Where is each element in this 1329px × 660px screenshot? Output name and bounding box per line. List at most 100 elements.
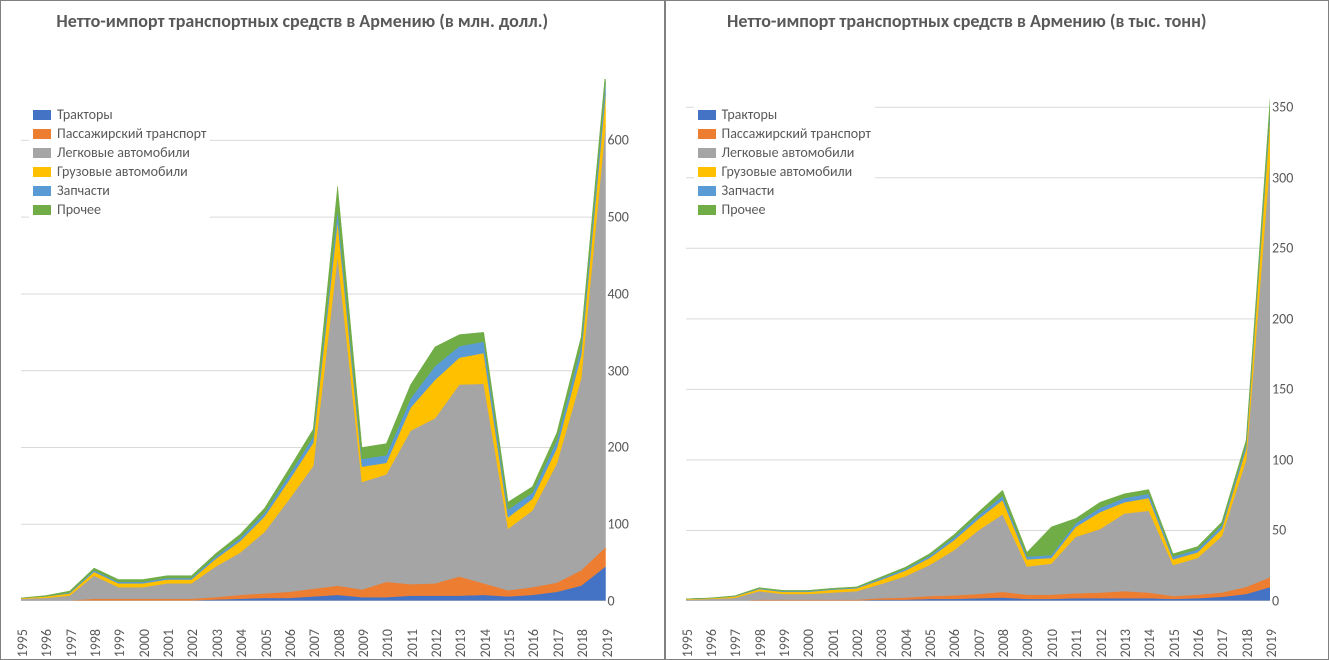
- x-tick-label: 2019: [599, 629, 616, 657]
- x-tick-label: 1998: [752, 629, 769, 657]
- y-tick-label: 0: [1272, 593, 1279, 610]
- x-tick-label: 2004: [898, 629, 915, 657]
- x-tick-label: 2014: [477, 629, 494, 657]
- legend-item-cars: Легковые автомобили: [698, 143, 871, 162]
- legend-label: Легковые автомобили: [722, 144, 855, 161]
- x-tick-label: 2001: [160, 629, 177, 657]
- legend-label: Запчасти: [722, 182, 775, 199]
- x-tick-label: 2006: [946, 629, 963, 657]
- x-tick-label: 2018: [574, 629, 591, 657]
- legend-label: Грузовые автомобили: [57, 163, 188, 180]
- legend-swatch-icon: [33, 167, 51, 177]
- y-tick-label: 250: [1272, 240, 1293, 257]
- x-tick-label: 2002: [184, 629, 201, 657]
- legend-label: Запчасти: [57, 182, 110, 199]
- x-tick-label: 1998: [87, 629, 104, 657]
- legend-label: Пассажирский транспорт: [722, 125, 871, 142]
- x-tick-label: 2005: [922, 629, 939, 657]
- x-tick-label: 2006: [282, 629, 299, 657]
- legend-tons: Тракторы Пассажирский транспорт Легковые а…: [694, 103, 875, 221]
- legend-item-passenger: Пассажирский транспорт: [698, 124, 871, 143]
- x-tick-label: 2015: [501, 629, 518, 657]
- legend-swatch-icon: [33, 205, 51, 215]
- legend-label: Тракторы: [722, 106, 778, 123]
- legend-swatch-icon: [698, 110, 716, 120]
- x-tick-label: 1995: [679, 629, 696, 657]
- legend-item-tractors: Тракторы: [33, 105, 206, 124]
- y-tick-label: 50: [1272, 522, 1286, 539]
- legend-swatch-icon: [698, 186, 716, 196]
- y-tick-label: 600: [608, 132, 629, 149]
- x-tick-label: 2018: [1239, 629, 1256, 657]
- chart-panel-usd: Нетто-импорт транспортных средств в Арме…: [0, 0, 665, 660]
- x-tick-label: 2017: [1214, 629, 1231, 657]
- legend-swatch-icon: [698, 148, 716, 158]
- x-tick-label: 2002: [849, 629, 866, 657]
- chart-title: Нетто-импорт транспортных средств в Арме…: [1, 11, 604, 33]
- legend-swatch-icon: [698, 129, 716, 139]
- legend-swatch-icon: [33, 186, 51, 196]
- legend-label: Грузовые автомобили: [722, 163, 853, 180]
- x-tick-label: 2001: [825, 629, 842, 657]
- legend-label: Пассажирский транспорт: [57, 125, 206, 142]
- legend-label: Прочее: [722, 201, 766, 218]
- x-tick-label: 1995: [14, 629, 31, 657]
- legend-item-parts: Запчасти: [698, 181, 871, 200]
- legend-label: Легковые автомобили: [57, 144, 190, 161]
- legend-item-other: Прочее: [33, 200, 206, 219]
- y-tick-label: 200: [1272, 310, 1293, 327]
- x-axis-usd: 1995199619971998199920002001200220032004…: [21, 603, 606, 657]
- x-tick-label: 2009: [355, 629, 372, 657]
- x-tick-label: 2008: [995, 629, 1012, 657]
- y-tick-label: 300: [1272, 169, 1293, 186]
- x-tick-label: 2010: [1044, 629, 1061, 657]
- y-axis-usd: 0100200300400500600: [608, 79, 656, 601]
- y-tick-label: 350: [1272, 99, 1293, 116]
- y-tick-label: 400: [608, 285, 629, 302]
- legend-swatch-icon: [33, 110, 51, 120]
- legend-item-trucks: Грузовые автомобили: [698, 162, 871, 181]
- x-tick-label: 2004: [233, 629, 250, 657]
- legend-item-trucks: Грузовые автомобили: [33, 162, 206, 181]
- x-tick-label: 2010: [379, 629, 396, 657]
- x-tick-label: 2012: [428, 629, 445, 657]
- x-tick-label: 2005: [258, 629, 275, 657]
- x-tick-label: 1999: [776, 629, 793, 657]
- x-tick-label: 1996: [38, 629, 55, 657]
- legend-swatch-icon: [698, 205, 716, 215]
- y-tick-label: 500: [608, 209, 629, 226]
- x-tick-label: 2017: [550, 629, 567, 657]
- x-tick-label: 2011: [1068, 629, 1085, 657]
- legend-swatch-icon: [33, 148, 51, 158]
- x-tick-label: 2013: [1117, 629, 1134, 657]
- x-tick-label: 2016: [525, 629, 542, 657]
- x-tick-label: 2003: [873, 629, 890, 657]
- x-tick-label: 2015: [1166, 629, 1183, 657]
- legend-item-cars: Легковые автомобили: [33, 143, 206, 162]
- y-tick-label: 100: [608, 516, 629, 533]
- legend-label: Тракторы: [57, 106, 113, 123]
- x-tick-label: 1996: [703, 629, 720, 657]
- x-tick-label: 2011: [404, 629, 421, 657]
- x-tick-label: 2009: [1019, 629, 1036, 657]
- x-tick-label: 2000: [800, 629, 817, 657]
- y-tick-label: 100: [1272, 451, 1293, 468]
- legend-item-parts: Запчасти: [33, 181, 206, 200]
- y-tick-label: 0: [608, 593, 615, 610]
- legend-swatch-icon: [698, 167, 716, 177]
- x-tick-label: 2014: [1141, 629, 1158, 657]
- x-tick-label: 2019: [1263, 629, 1280, 657]
- legend-item-other: Прочее: [698, 200, 871, 219]
- x-tick-label: 2007: [971, 629, 988, 657]
- legend-item-tractors: Тракторы: [698, 105, 871, 124]
- x-tick-label: 2008: [331, 629, 348, 657]
- x-tick-label: 2012: [1093, 629, 1110, 657]
- legend-label: Прочее: [57, 201, 101, 218]
- x-tick-label: 2003: [209, 629, 226, 657]
- x-tick-label: 2000: [136, 629, 153, 657]
- chart-panel-tons: Нетто-импорт транспортных средств в Арме…: [665, 0, 1329, 660]
- legend-usd: Тракторы Пассажирский транспорт Легковые а…: [29, 103, 210, 221]
- chart-title: Нетто-импорт транспортных средств в Арме…: [666, 11, 1269, 33]
- y-tick-label: 150: [1272, 381, 1293, 398]
- legend-item-passenger: Пассажирский транспорт: [33, 124, 206, 143]
